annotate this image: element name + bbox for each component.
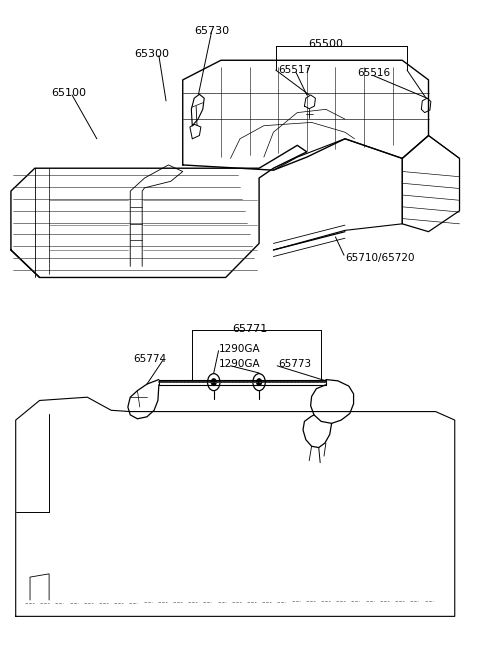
Text: 65771: 65771 [232,323,267,334]
Text: 65730: 65730 [194,26,229,36]
Text: 65773: 65773 [278,359,312,369]
Text: 65517: 65517 [278,65,312,75]
Text: 65100: 65100 [51,88,86,98]
Text: 65500: 65500 [309,39,343,49]
Text: 1290GA: 1290GA [218,344,260,354]
Circle shape [257,379,262,386]
Text: 65516: 65516 [357,68,390,78]
Text: 65300: 65300 [134,49,169,58]
Text: 65710/65720: 65710/65720 [345,253,415,263]
Text: 65774: 65774 [133,354,166,364]
Text: 1290GA: 1290GA [218,359,260,369]
Circle shape [211,379,216,386]
